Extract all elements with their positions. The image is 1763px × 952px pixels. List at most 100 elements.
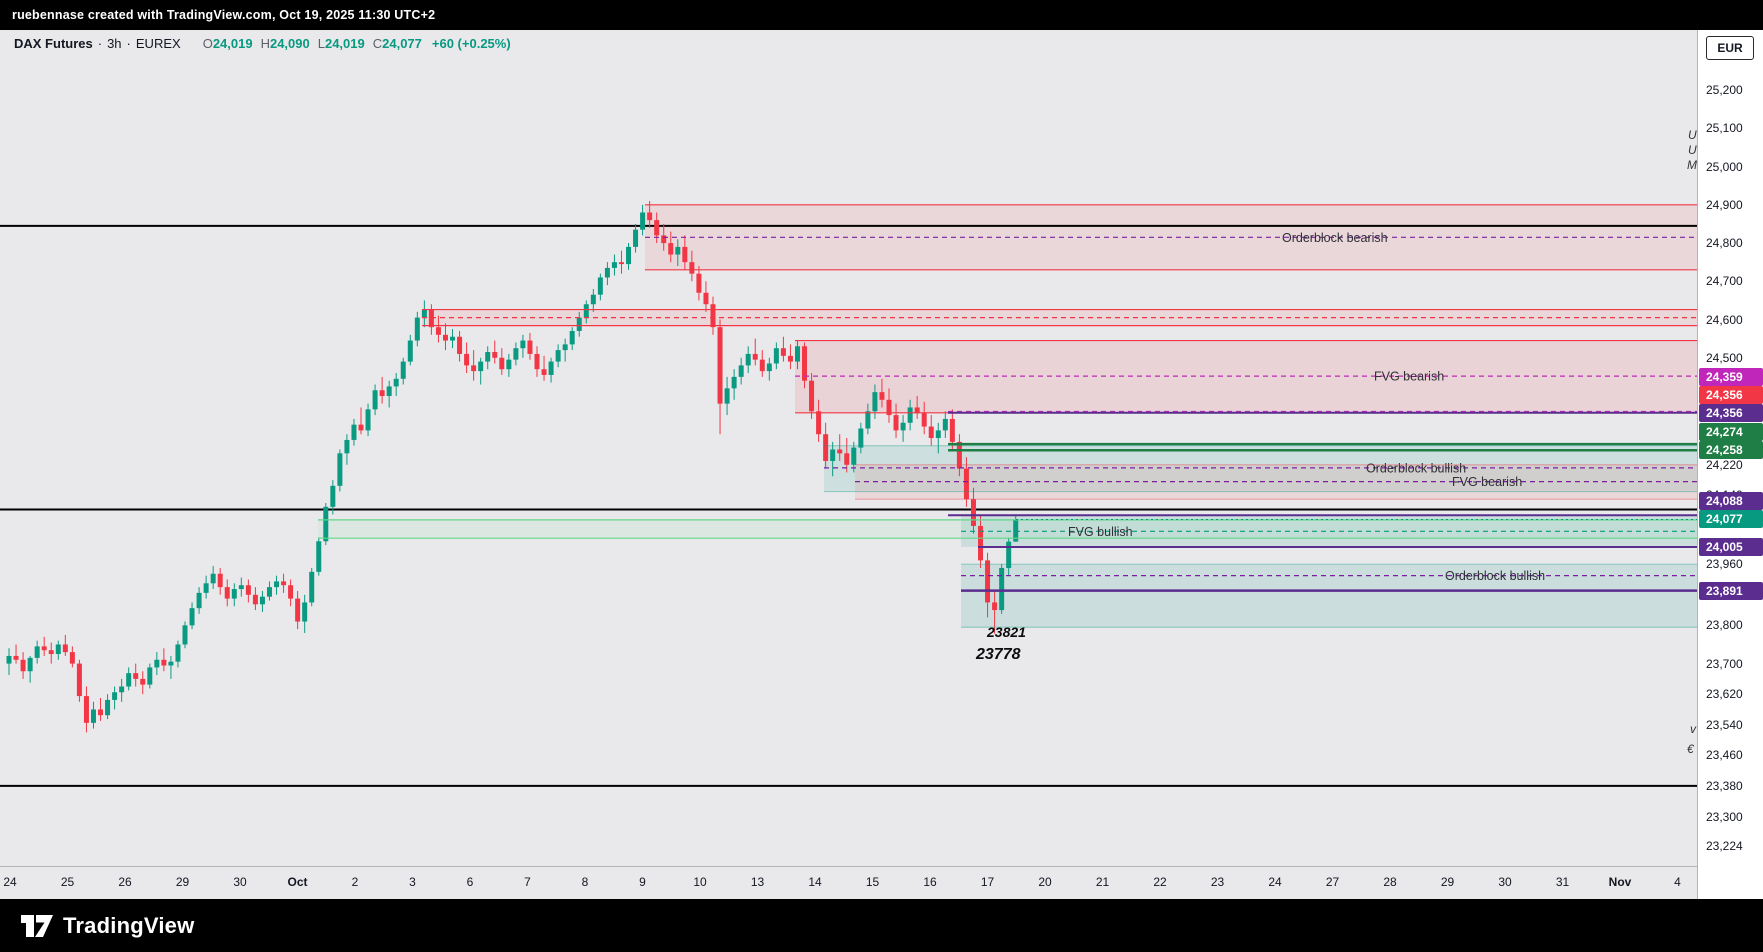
ohlc-values: O24,019 H24,090 L24,019 C24,077 +60 (+0.25%): [195, 36, 511, 51]
candle-body: [569, 330, 575, 345]
time-tick: 21: [1095, 875, 1110, 889]
price-tick: 24,800: [1706, 236, 1743, 251]
change-value: +60 (+0.25%): [431, 36, 511, 51]
candle-body: [886, 399, 892, 416]
price-tick: 23,224: [1706, 838, 1743, 853]
candle-body: [907, 407, 913, 423]
legend-separator: ·: [97, 36, 103, 51]
symbol-title[interactable]: DAX Futures: [14, 36, 93, 51]
time-tick: 24: [1268, 875, 1282, 889]
tradingview-logo[interactable]: TradingView: [20, 913, 194, 939]
candle-body: [492, 352, 498, 358]
candle-body: [238, 585, 244, 590]
price-axis[interactable]: EUR 25,200 25,100 25,000 24,900 24,800 24,700…: [1697, 0, 1763, 899]
candle-body: [802, 346, 808, 381]
low-label: L: [317, 36, 325, 51]
candle-body: [210, 573, 216, 584]
candle-body: [126, 673, 132, 687]
candle-body: [288, 585, 294, 599]
candle-body: [252, 594, 258, 605]
time-tick: 7: [524, 875, 531, 889]
high-label: H: [260, 36, 270, 51]
candle-body: [217, 573, 223, 588]
candle-body: [414, 317, 420, 341]
candle-body: [604, 267, 610, 278]
candle-body: [640, 212, 646, 230]
time-tick: 10: [693, 875, 707, 889]
candle-body: [513, 348, 519, 360]
candle-body: [647, 212, 653, 221]
time-tick: 23: [1210, 875, 1225, 889]
tradingview-logo-text: TradingView: [63, 912, 195, 938]
candle-body: [823, 434, 829, 461]
candle-body: [999, 568, 1005, 611]
candle-body: [935, 430, 941, 439]
attribution-text: ruebennase created with TradingView.com,…: [12, 8, 436, 22]
candle-body: [773, 348, 779, 364]
price-annotation: 23778: [975, 646, 1021, 663]
price-label-badge: 24,005: [1699, 537, 1763, 556]
candle-body: [48, 650, 54, 655]
candle-body: [34, 646, 40, 658]
candle-body: [611, 262, 617, 268]
zone-label: FVG bearish: [1374, 370, 1444, 384]
candle-body: [203, 583, 209, 593]
candle-body: [780, 348, 786, 356]
candle-body: [309, 571, 315, 603]
zone-lines-orderblock-bearish: Orderblock bearish: [645, 204, 1697, 271]
time-tick: 28: [1383, 875, 1397, 889]
candle-body: [830, 449, 836, 461]
price-tick: 24,500: [1706, 350, 1743, 365]
price-tick: 24,600: [1706, 312, 1743, 327]
candle-body: [865, 411, 871, 429]
price-label-badge: 24,274: [1699, 423, 1763, 442]
symbol-legend: DAX Futures · 3h · EUREX O24,019 H24,090 L24,01…: [14, 36, 511, 51]
candle-body: [1013, 519, 1019, 542]
time-tick: 15: [865, 875, 880, 889]
close-label: C: [372, 36, 383, 51]
candle-body: [766, 363, 772, 372]
candle-body: [245, 585, 251, 595]
zone-label: FVG bullish: [1068, 525, 1133, 539]
candle-body: [154, 659, 160, 668]
footer-bar: TradingView: [0, 899, 1763, 952]
low-value: 24,019: [324, 36, 365, 51]
open-value: 24,019: [212, 36, 253, 51]
candle-body: [400, 361, 406, 379]
candle-body: [626, 246, 632, 265]
candle-body: [541, 369, 547, 375]
time-tick: 9: [639, 875, 646, 889]
candle-body: [914, 407, 920, 414]
price-tick: 25,200: [1706, 83, 1743, 98]
price-tick: 23,800: [1706, 618, 1743, 633]
price-label-badge: 24,356: [1699, 385, 1763, 404]
exchange-label: EUREX: [135, 36, 181, 51]
candle-body: [330, 485, 336, 507]
price-tick: 23,540: [1706, 717, 1743, 732]
candle-body: [978, 525, 984, 561]
price-tick: 23,620: [1706, 687, 1743, 702]
candle-body: [661, 235, 667, 244]
rays-group: [948, 410, 1697, 592]
time-tick: 17: [980, 875, 995, 889]
time-axis[interactable]: 24 25 26 29 30 Oct 2 3 6 7 8 9 10 13 14 15 16 17 20 21 22 23 2…: [0, 866, 1697, 899]
interval-label[interactable]: 3h: [107, 36, 122, 51]
clipped-edge-text: M: [1687, 158, 1697, 172]
candle-body: [69, 652, 75, 664]
candle-body: [316, 541, 322, 572]
candle-body: [752, 353, 758, 360]
currency-button[interactable]: EUR: [1706, 36, 1754, 60]
zone-label: Orderblock bullish: [1366, 461, 1466, 475]
candle-body: [435, 327, 441, 335]
candle-body: [83, 696, 89, 723]
price-label-badge: 24,359: [1699, 367, 1763, 386]
zone-support-zone: [318, 519, 1697, 539]
candle-body: [527, 340, 533, 354]
candle-body: [618, 262, 624, 265]
candle-body: [161, 659, 167, 666]
candles-group: [6, 201, 1019, 733]
candle-body: [682, 246, 688, 263]
candle-body: [633, 229, 639, 247]
